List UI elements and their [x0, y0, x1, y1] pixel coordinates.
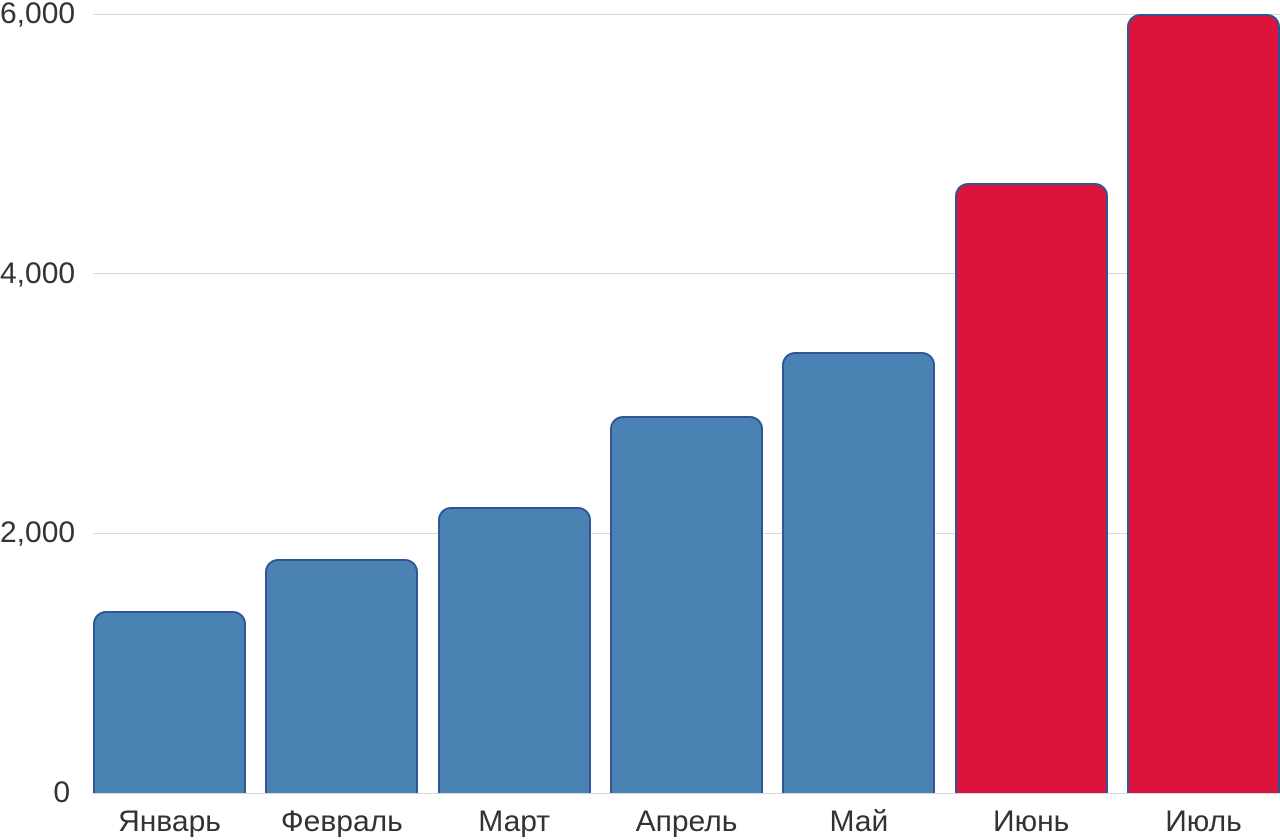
bar-5-Май — [782, 352, 936, 793]
bar-2-Февраль — [265, 559, 419, 793]
x-tick-label-Февраль: Февраль — [280, 805, 403, 838]
y-tick-label-4000: 4,000 — [0, 256, 76, 290]
y-tick-label-0: 0 — [53, 776, 70, 809]
bar-4-Апрель — [610, 416, 763, 793]
bar-6-Июнь — [954, 183, 1108, 793]
x-tick-label-Май: Май — [829, 805, 889, 838]
y-tick-label-6000: 6,000 — [0, 0, 76, 30]
bar-1-Январь — [93, 611, 246, 793]
gridline-4000 — [93, 273, 1280, 275]
y-tick-label-2000: 2,000 — [0, 516, 76, 550]
x-tick-label-Июнь: Июнь — [993, 805, 1070, 838]
bar-7-Июль — [1127, 14, 1280, 793]
x-tick-label-Апрель: Апрель — [635, 805, 738, 838]
gridline-0 — [93, 792, 1280, 794]
bar-3-Март — [437, 507, 591, 793]
x-tick-label-Март: Март — [478, 805, 551, 838]
gridline-6000 — [93, 13, 1280, 15]
x-tick-label-Июль: Июль — [1165, 805, 1242, 838]
x-tick-label-Январь: Январь — [118, 805, 221, 838]
